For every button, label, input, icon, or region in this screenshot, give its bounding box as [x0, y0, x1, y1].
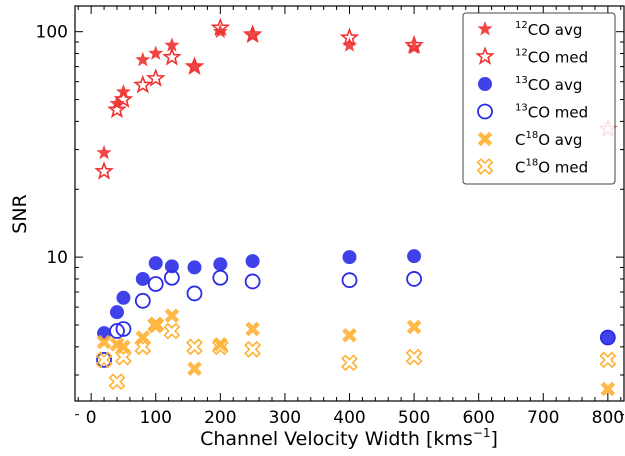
series-2-point — [162, 46, 182, 66]
series-6-point — [599, 351, 617, 369]
series-4-point — [341, 272, 358, 289]
series-1-point — [406, 39, 422, 55]
series-2-point — [404, 35, 424, 54]
series-6-point — [108, 373, 126, 391]
series-4-point — [599, 329, 616, 346]
series-6-point — [211, 338, 229, 356]
legend-label: C18O avg — [515, 130, 582, 149]
series-5-point — [96, 334, 112, 350]
series-1-point — [186, 58, 203, 74]
series-1-point — [148, 45, 164, 60]
x-tick-label: 700 — [527, 408, 559, 428]
series-4-point — [186, 285, 203, 302]
x-tick-label: 800 — [592, 408, 624, 428]
series-2-point — [94, 161, 114, 180]
legend-marker — [477, 21, 493, 36]
series-4-point — [212, 269, 229, 286]
legend-marker — [477, 103, 493, 120]
x-tick-label: 0 — [86, 408, 97, 428]
legend: 12CO avg 12CO med 13CO avg 13CO med C18O avg… — [462, 12, 616, 185]
series-2-point — [184, 56, 205, 75]
series-2-point — [339, 27, 360, 47]
series-1-point — [341, 37, 358, 52]
series-2-point — [113, 89, 134, 108]
x-tick-label: 400 — [333, 408, 365, 428]
series-6-point — [134, 338, 152, 356]
series-4-point — [163, 269, 180, 286]
series-5-point — [342, 328, 357, 343]
series-5-point — [135, 330, 151, 345]
series-5-point — [245, 321, 260, 337]
series-1-point — [135, 51, 151, 67]
series-3-point — [342, 250, 357, 265]
series-4-point — [134, 292, 151, 309]
series-3-point — [213, 257, 228, 272]
series-5-point — [148, 317, 163, 333]
series-4-point — [244, 273, 261, 290]
x-axis-label: Channel Velocity Width [kms−1] — [200, 426, 498, 450]
legend-marker — [477, 131, 493, 147]
series-1-point — [245, 27, 261, 43]
series-5-point — [600, 381, 616, 397]
series-6-point — [95, 351, 113, 369]
legend-marker — [476, 158, 494, 175]
series-4-point — [115, 321, 132, 337]
x-axis-ticks: 0 100 200 300 400 500 600 700 800 — [77, 6, 624, 428]
series-4-point — [96, 351, 112, 368]
series-3-point — [164, 259, 179, 274]
data-points — [94, 17, 618, 397]
series-1-point — [164, 37, 180, 52]
series-6-point — [341, 354, 358, 372]
series-2-point — [133, 74, 153, 94]
series-3-point — [600, 330, 615, 345]
series-3-point — [245, 254, 260, 269]
series-6-point — [186, 338, 203, 356]
series-2-point — [107, 99, 127, 119]
series-3-point — [135, 271, 150, 286]
series-4-point — [109, 323, 125, 339]
legend-label: 13CO avg — [515, 75, 582, 94]
y-axis-ticks: 10 100 — [36, 23, 624, 416]
legend-box — [462, 12, 616, 185]
series-3-point — [109, 305, 124, 320]
y-tick-label: 100 — [36, 23, 68, 43]
x-tick-label: 300 — [269, 408, 301, 428]
series-3-point — [116, 290, 131, 305]
x-tick-label: 200 — [204, 408, 236, 428]
series-6-point — [244, 340, 262, 358]
series-6-point — [147, 316, 165, 334]
series-3-point — [148, 256, 163, 271]
legend-label: 12CO avg — [515, 20, 582, 39]
series-6-point — [405, 348, 423, 366]
x-tick-label: 600 — [462, 408, 494, 428]
series-2-point — [145, 68, 166, 87]
series-5-point — [187, 361, 202, 376]
legend-label: 13CO med — [515, 103, 588, 122]
y-tick-label: 10 — [46, 248, 68, 268]
x-tick-label: 500 — [398, 408, 430, 428]
series-3-point — [187, 260, 202, 275]
legend-label: C18O med — [515, 158, 588, 177]
x-tick-label: 100 — [140, 408, 172, 428]
y-axis-label: SNR — [9, 194, 31, 233]
legend-marker — [478, 77, 492, 91]
series-4-point — [406, 271, 422, 287]
series-4-point — [147, 276, 164, 292]
series-5-point — [406, 319, 422, 335]
series-5-point — [164, 308, 180, 323]
series-1-point — [96, 144, 112, 160]
series-2-point — [210, 17, 231, 37]
series-3-point — [407, 249, 422, 264]
series-2-point — [242, 24, 263, 43]
series-6-point — [163, 322, 181, 340]
legend-marker — [475, 46, 495, 65]
series-6-point — [115, 348, 132, 366]
legend-label: 12CO med — [515, 48, 588, 67]
